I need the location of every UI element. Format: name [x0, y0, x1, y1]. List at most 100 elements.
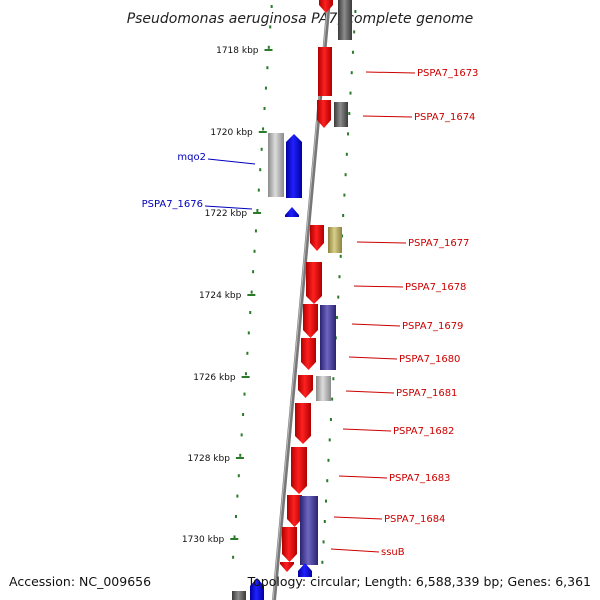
gene-feature[interactable] [268, 133, 284, 197]
outer-dot [343, 193, 346, 197]
inner-dot [247, 331, 250, 335]
gene-label[interactable]: PSPA7_1679 [402, 321, 463, 332]
outer-dot [336, 316, 339, 319]
outer-dot [321, 560, 324, 564]
gene-label[interactable]: PSPA7_1674 [414, 112, 475, 123]
gene-label[interactable]: PSPA7_1680 [399, 354, 460, 365]
gene-feature[interactable] [306, 262, 322, 304]
inner-dot [253, 249, 256, 253]
outer-dot [351, 50, 354, 54]
inner-dot [239, 453, 242, 457]
outer-dot [326, 479, 329, 483]
inner-dot [233, 535, 236, 539]
inner-dot [266, 66, 269, 70]
label-leader-line [330, 548, 380, 553]
gene-labels[interactable]: mqo2 PSPA7_1676 PSPA7_1673 PSPA7_1674 PSPA7_… [142, 68, 479, 558]
gene-label[interactable]: PSPA7_1676 [142, 199, 203, 210]
inner-dot [270, 5, 273, 8]
outer-dot [345, 152, 348, 156]
inner-dot [234, 515, 237, 518]
gene-feature[interactable] [250, 578, 264, 600]
outer-dot [350, 71, 353, 75]
gene-feature[interactable] [301, 338, 316, 370]
gene-label[interactable]: PSPA7_1678 [405, 282, 466, 293]
gene-label[interactable]: ssuB [381, 547, 405, 558]
label-leader-line [356, 241, 407, 244]
gene-feature[interactable] [319, 0, 333, 13]
gene-feature[interactable] [328, 227, 342, 253]
inner-dot [249, 311, 252, 314]
gene-label[interactable]: PSPA7_1681 [396, 388, 457, 399]
outer-dot [329, 418, 332, 421]
gene-feature[interactable] [280, 562, 294, 572]
gene-feature[interactable] [310, 225, 324, 251]
gene-feature[interactable] [285, 207, 299, 217]
label-leader-line [365, 71, 416, 74]
inner-dot [246, 351, 249, 355]
tick-label: 1728 kbp [188, 454, 231, 464]
outer-dot [348, 112, 351, 115]
gene-feature[interactable] [287, 495, 302, 527]
accession-text: Accession: NC_009656 [9, 574, 151, 589]
inner-dot [256, 209, 259, 212]
gene-label[interactable]: PSPA7_1684 [384, 514, 445, 525]
gene-label[interactable]: mqo2 [177, 152, 206, 163]
gene-features[interactable] [232, 0, 352, 600]
inner-dot [236, 494, 239, 498]
gene-feature[interactable] [317, 100, 331, 128]
gene-feature[interactable] [295, 403, 311, 444]
inner-dot [252, 270, 255, 274]
gene-feature[interactable] [298, 375, 313, 398]
outer-dot [347, 132, 350, 136]
outer-dot [339, 254, 342, 258]
label-leader-line [342, 428, 392, 432]
gene-feature[interactable] [318, 47, 332, 96]
inner-dot [242, 413, 245, 416]
gene-feature[interactable] [286, 134, 302, 198]
tick-label: 1724 kbp [199, 291, 242, 301]
outer-dot [349, 91, 352, 95]
gene-label[interactable]: PSPA7_1682 [393, 426, 454, 437]
tick-dots [232, 5, 357, 564]
tick-label: 1720 kbp [210, 128, 253, 138]
inner-dot [262, 127, 265, 131]
inner-dot [244, 372, 247, 376]
label-leader-line [204, 205, 253, 210]
inner-dot [232, 555, 235, 559]
gene-label[interactable]: PSPA7_1673 [417, 68, 478, 79]
tick-label: 1722 kbp [205, 209, 248, 219]
gene-feature[interactable] [300, 496, 318, 565]
outer-dot [332, 377, 335, 381]
gene-feature[interactable] [320, 305, 336, 370]
inner-dot [240, 433, 243, 437]
label-leader-line [333, 516, 383, 520]
inner-dot [267, 45, 270, 49]
outer-dot [344, 173, 347, 177]
gene-feature[interactable] [303, 304, 318, 338]
gene-feature[interactable] [282, 527, 297, 562]
label-leader-line [345, 390, 395, 394]
inner-dot [243, 392, 246, 396]
label-leader-line [348, 356, 398, 360]
outer-dot [322, 540, 325, 544]
gene-label[interactable]: PSPA7_1683 [389, 473, 450, 484]
inner-dot [264, 86, 267, 90]
tick-label: 1730 kbp [182, 535, 225, 545]
gene-feature[interactable] [334, 102, 348, 127]
tick-marks: 1718 kbp 1720 kbp 1722 kbp 1724 kbp 1726 kbp… [182, 46, 273, 545]
gene-feature[interactable] [338, 0, 352, 40]
outer-dot [323, 520, 326, 523]
outer-dot [325, 499, 328, 503]
gene-feature[interactable] [298, 563, 312, 577]
outer-dot [337, 295, 340, 299]
outer-dot [353, 30, 356, 34]
gene-label[interactable]: PSPA7_1677 [408, 238, 469, 249]
gene-feature[interactable] [316, 376, 331, 401]
outer-dot [328, 438, 331, 442]
gene-feature[interactable] [232, 591, 246, 600]
gene-feature[interactable] [291, 447, 307, 494]
label-leader-line [353, 285, 404, 288]
inner-dot [263, 107, 266, 110]
inner-dot [237, 474, 240, 478]
